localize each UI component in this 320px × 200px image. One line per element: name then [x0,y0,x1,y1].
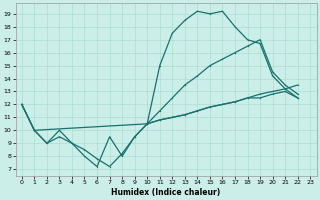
X-axis label: Humidex (Indice chaleur): Humidex (Indice chaleur) [111,188,221,197]
